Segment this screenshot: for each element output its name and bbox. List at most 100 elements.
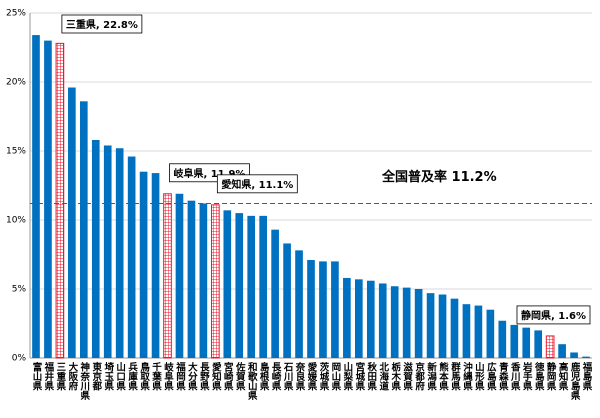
x-tick-label: 石川県 [282,362,295,391]
bar [486,309,495,358]
bar [331,261,339,358]
bar [402,287,411,358]
x-tick-label: 大分県 [186,361,198,391]
bar [570,352,578,358]
bar [510,324,519,358]
x-tick-label: 和歌山県 [246,361,259,401]
x-tick-label: 千葉県 [150,361,163,391]
bar [283,243,291,358]
x-tick-label: 宮崎県 [222,361,234,391]
bar [32,35,40,358]
x-tick-label: 青森県 [497,361,509,391]
y-tick-label: 20% [6,78,26,88]
bar [271,229,279,358]
x-tick-label: 埼玉県 [102,361,114,391]
bar [438,294,447,358]
bar [522,327,531,358]
y-tick-label: 10% [6,216,26,226]
bar [187,200,196,358]
x-tick-label: 宮城県 [353,361,365,391]
x-tick-label: 鹿児島県 [569,361,582,401]
x-tick-label: 岡山県 [329,362,341,391]
x-tick-label: 滋賀県 [401,361,414,391]
x-tick-label: 茨城県 [317,361,329,391]
x-tick-label: 北海道 [377,361,389,391]
x-tick-label: 富山県 [30,361,42,391]
value-label: 愛知県, 11.1% [221,178,293,191]
bar [223,210,232,358]
x-tick-label: 鳥取県 [138,361,150,391]
bar [139,171,148,358]
x-tick-label: 長野県 [198,362,210,391]
y-tick-label: 5% [12,285,27,295]
bar [414,289,423,358]
annotation-box [216,174,298,194]
bar [175,193,184,358]
bar [103,145,112,358]
x-tick-label: 京都府 [413,361,426,391]
bar [343,277,351,358]
x-tick-label: 静岡県 [545,361,557,391]
bar [378,283,387,358]
bar [319,261,327,358]
bar [534,330,543,358]
bar [163,193,172,359]
y-tick-label: 15% [6,147,26,157]
bar [295,250,303,358]
bar [127,156,136,358]
x-tick-label: 山口県 [114,361,126,391]
bar [115,148,124,358]
x-tick-label: 神奈川県 [78,361,91,401]
bar [247,215,256,358]
x-tick-label: 佐賀県 [234,361,247,391]
x-tick-label: 岩手県 [521,361,534,391]
bar [211,204,220,359]
bar [474,305,483,358]
bar [235,213,244,358]
x-tick-label: 高知県 [557,361,570,391]
reference-label: 全国普及率 11.2% [381,169,497,185]
x-tick-label: 山形県 [473,361,485,391]
x-tick-label: 長崎県 [270,362,282,391]
bar [68,87,76,359]
annotation-box [516,305,591,325]
bar [498,320,507,358]
x-tick-label: 沖縄県 [461,361,473,391]
x-tick-label: 福井県 [42,361,55,391]
x-tick-label: 東京都 [90,361,103,391]
bar [462,304,471,358]
x-tick-label: 熊本県 [437,361,449,391]
bar [79,101,88,358]
x-tick-label: 福岡県 [174,361,187,391]
annotation-box [61,14,143,34]
x-tick-label: 徳島県 [533,361,546,391]
x-tick-label: 香川県 [509,361,522,391]
x-tick-label: 岐阜県 [162,361,174,391]
x-tick-label: 愛知県 [210,361,223,391]
bar [366,280,375,358]
x-tick-label: 広島県 [485,361,497,391]
x-tick-label: 三重県 [54,362,66,391]
bar [450,298,459,358]
bar [55,42,65,359]
value-label: 静岡県, 1.6% [521,309,586,322]
bar [390,286,399,358]
x-tick-label: 新潟県 [425,361,437,391]
x-tick-label: 愛媛県 [306,361,319,391]
x-tick-label: 群馬県 [449,361,462,391]
value-label: 三重県, 22.8% [66,18,138,31]
bar [307,260,315,358]
bar [426,293,435,358]
bar [44,40,52,358]
bar [259,215,267,358]
y-tick-label: 25% [6,9,26,19]
x-tick-label: 山梨県 [341,361,354,391]
x-tick-label: 島根県 [258,361,270,391]
bar [545,335,555,359]
x-tick-label: 奈良県 [294,361,307,391]
x-tick-label: 兵庫県 [126,361,138,391]
x-tick-label: 福島県 [581,361,594,391]
x-tick-label: 栃木県 [389,361,402,391]
bar [199,203,208,358]
